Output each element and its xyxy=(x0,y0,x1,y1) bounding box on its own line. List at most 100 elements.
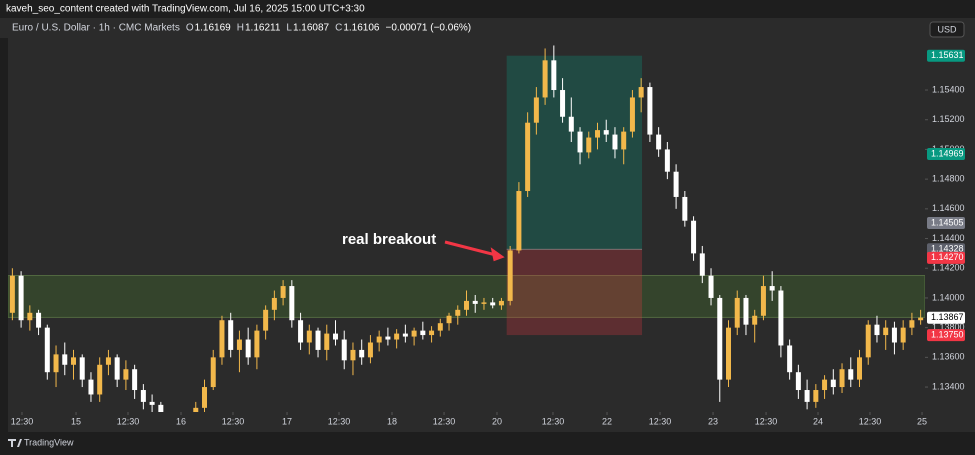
candle-body xyxy=(341,339,347,361)
x-tick-label: 12:30 xyxy=(11,416,34,426)
candle-body xyxy=(298,320,304,343)
legend-text: 1.16211 xyxy=(245,23,281,34)
candle-body xyxy=(429,330,435,336)
annotation-arrow xyxy=(444,240,498,257)
x-tick-label: 12:30 xyxy=(433,416,456,426)
x-tick-label: 16 xyxy=(176,416,186,426)
candle-body xyxy=(900,327,906,343)
candle-body xyxy=(778,290,784,346)
candle-body xyxy=(586,137,592,153)
candle-body xyxy=(18,275,24,321)
legend-text: C xyxy=(335,23,342,34)
overlay: real breakout 12:30 15 12:30 16 12:30 17 12:30 1… xyxy=(11,49,965,426)
candle-body xyxy=(149,401,155,405)
price-label-box xyxy=(927,251,965,264)
candle-body xyxy=(699,253,705,276)
x-tick-label: 17 xyxy=(282,416,292,426)
legend-text: Euro / U.S. Dollar · 1h · CMC Markets xyxy=(12,23,180,34)
candle-body xyxy=(498,300,504,306)
candle-body xyxy=(507,250,513,301)
y-tick-label: 1.14200 xyxy=(932,263,965,273)
y-tick-label: 1.13800 xyxy=(932,322,965,332)
currency-box[interactable] xyxy=(929,21,965,38)
candle-body xyxy=(857,357,862,380)
legend-text: L xyxy=(286,23,292,34)
candle-body xyxy=(682,196,688,221)
candle-body xyxy=(315,330,321,350)
y-tick-label: 1.15400 xyxy=(932,84,965,94)
legend-text: O xyxy=(186,23,194,34)
time-axis xyxy=(8,412,925,432)
candle-body xyxy=(263,309,269,331)
candle-body xyxy=(62,354,68,365)
candle-body xyxy=(830,379,836,388)
candle-body xyxy=(787,345,793,373)
x-tick-label: 20 xyxy=(492,416,502,426)
price-label-box xyxy=(927,148,965,161)
currency[interactable]: USD xyxy=(937,24,957,34)
candle-body xyxy=(455,309,461,316)
candle-body xyxy=(629,97,635,132)
price-label-box xyxy=(927,329,965,342)
candle-body xyxy=(734,297,740,328)
candle-body xyxy=(219,320,225,358)
annotation-arrowhead xyxy=(490,247,505,262)
x-tick-label: 12:30 xyxy=(859,416,882,426)
x-tick-label: 12:30 xyxy=(328,416,351,426)
candle-body xyxy=(481,302,487,304)
legend-text: 1.16106 xyxy=(343,23,380,34)
candle-body xyxy=(202,387,207,408)
candle-body xyxy=(306,330,312,343)
candle-body xyxy=(726,327,731,380)
price-label: 1.14270 xyxy=(931,252,964,262)
candle-body xyxy=(289,286,295,321)
legend: Euro / U.S. Dollar · 1h · CMC Markets O 1.… xyxy=(12,23,471,34)
candle-body xyxy=(385,336,391,340)
candle-body xyxy=(865,324,871,358)
x-tick-label: 22 xyxy=(602,416,612,426)
candle-body xyxy=(437,323,443,331)
candle-body xyxy=(918,317,924,321)
legend-text: 1.16169 xyxy=(195,23,232,34)
price-label: 1.13750 xyxy=(931,329,964,339)
candle-body xyxy=(193,407,199,412)
candle-body xyxy=(542,60,548,98)
candle-body xyxy=(280,286,286,298)
candle-body xyxy=(350,349,356,361)
price-label: 1.14505 xyxy=(931,217,964,227)
candle-body xyxy=(9,275,15,313)
candle-body xyxy=(71,357,76,365)
candle-body xyxy=(411,330,417,337)
candle-body xyxy=(848,369,854,380)
candle-body xyxy=(708,275,714,298)
price-label: 1.13867 xyxy=(931,312,964,322)
candle-body xyxy=(525,122,531,192)
price-label: 1.15631 xyxy=(931,50,964,60)
candle-body xyxy=(874,324,880,336)
candle-body xyxy=(97,364,103,395)
candle-body xyxy=(271,297,277,310)
x-tick-label: 24 xyxy=(813,416,823,426)
x-tick-label: 12:30 xyxy=(755,416,778,426)
candle-body xyxy=(254,330,260,358)
legend-bar xyxy=(0,18,975,38)
x-tick-label: 12:30 xyxy=(649,416,672,426)
candle-body xyxy=(769,286,775,291)
candle-body xyxy=(638,87,644,98)
credit: kaveh_seo_content created with TradingVi… xyxy=(6,4,365,15)
candle-body xyxy=(420,330,426,336)
candle-body xyxy=(228,320,234,350)
candle-body xyxy=(394,333,400,340)
legend-text: 1.16087 xyxy=(293,23,330,34)
brand-text: TradingView xyxy=(24,437,74,447)
plot xyxy=(8,45,925,412)
candle-body xyxy=(909,320,915,328)
x-tick-label: 12:30 xyxy=(542,416,565,426)
candle-body xyxy=(891,327,897,343)
x-tick-label: 25 xyxy=(917,416,927,426)
candle-body xyxy=(516,191,522,251)
y-tick-label: 1.14600 xyxy=(932,203,965,213)
candle-body xyxy=(664,149,670,172)
price-label-box xyxy=(927,49,965,62)
